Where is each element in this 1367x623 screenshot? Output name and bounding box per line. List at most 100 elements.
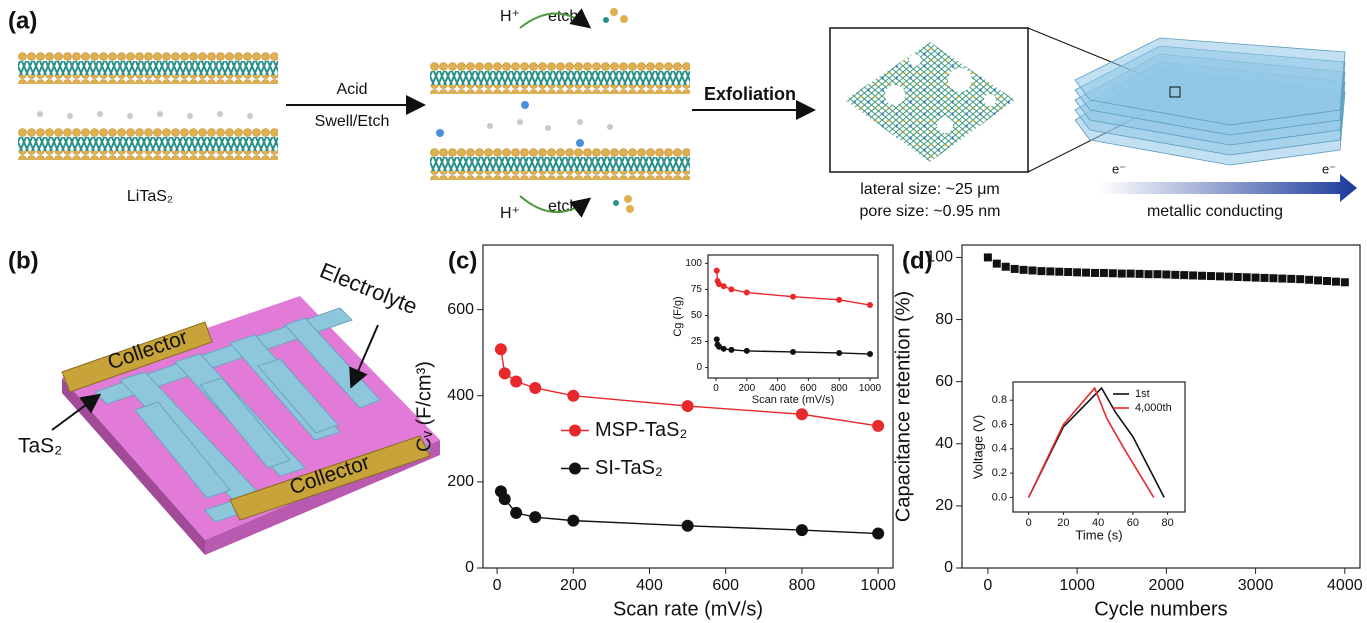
size-label: pore size: ~0.95 nm	[860, 203, 1001, 220]
x-tick-label: 1000	[860, 577, 896, 594]
point	[1028, 266, 1037, 275]
arrow	[51, 393, 102, 431]
substrate-side	[62, 378, 205, 555]
y-axis-label: Voltage (V)	[970, 415, 985, 479]
point	[1314, 276, 1323, 285]
y-tick-label: 0	[465, 559, 474, 576]
x-tick-label: 2000	[1149, 577, 1185, 594]
y-tick-label: 0.2	[992, 467, 1007, 479]
x-tick-label: 0	[713, 383, 719, 394]
point	[1331, 277, 1340, 286]
electron-label: e⁻	[1112, 161, 1126, 176]
ions	[436, 101, 613, 147]
legend-label: 1st	[1135, 388, 1150, 400]
y-tick-label: 25	[691, 336, 703, 347]
y-tick-label: 0	[696, 362, 702, 373]
collector	[61, 321, 213, 393]
y-tick-label: 20	[935, 497, 953, 514]
precursor-label: LiTaS₂	[127, 188, 173, 205]
y-tick-label: 50	[691, 310, 703, 321]
point	[992, 259, 1001, 268]
point	[567, 514, 580, 527]
point	[1153, 270, 1162, 279]
collector	[229, 435, 431, 521]
point	[1135, 269, 1144, 278]
x-tick-label: 4000	[1327, 577, 1363, 594]
point	[510, 375, 523, 388]
point	[1251, 273, 1260, 282]
point	[1198, 271, 1207, 280]
point	[1189, 271, 1198, 280]
point	[1046, 267, 1055, 276]
point	[529, 381, 542, 394]
point	[1090, 268, 1099, 277]
panel-label: (c)	[448, 247, 477, 274]
lattice	[845, 42, 1015, 162]
point	[681, 400, 694, 413]
panel-b: (b) Collector Collector Electrolyte TaS₂	[8, 247, 440, 555]
point	[743, 289, 750, 296]
point	[1180, 271, 1189, 280]
x-tick-label: 20	[1057, 517, 1069, 529]
x-tick-label: 400	[769, 383, 786, 394]
point	[1064, 268, 1073, 277]
chart: 0 20 40 60 80 0.0 0.2 0.4 0.6 0.8 Time (s) Voltage …	[970, 381, 1186, 542]
y-axis-label: Cg (F/g)	[672, 296, 684, 336]
series-line	[1027, 386, 1155, 498]
point	[1108, 269, 1117, 278]
y-tick-label: 40	[935, 435, 953, 452]
layer	[430, 148, 690, 180]
point	[498, 493, 511, 506]
point	[1224, 272, 1233, 281]
x-tick-label: 600	[712, 577, 739, 594]
layer	[18, 52, 278, 84]
point	[1206, 272, 1215, 281]
x-tick-label: 40	[1092, 517, 1104, 529]
point	[1010, 264, 1019, 273]
point	[1305, 275, 1314, 284]
point	[1055, 267, 1064, 276]
x-tick-label: 400	[636, 577, 663, 594]
y-tick-label: 75	[691, 284, 703, 295]
arrow	[519, 8, 592, 29]
x-tick-label: 800	[831, 383, 848, 394]
point	[1287, 274, 1296, 283]
point	[1233, 272, 1242, 281]
fragments	[603, 8, 634, 213]
step-label: Swell/Etch	[315, 113, 390, 130]
y-tick-label: 600	[447, 301, 474, 318]
x-tick-label: 80	[1162, 517, 1174, 529]
x-axis-label: Cycle numbers	[1094, 598, 1227, 620]
layer	[430, 62, 690, 94]
point	[1117, 269, 1126, 278]
step-label: Acid	[336, 81, 367, 98]
x-tick-label: 3000	[1238, 577, 1274, 594]
point	[1340, 278, 1349, 287]
point	[494, 343, 507, 356]
x-tick-label: 1000	[1059, 577, 1095, 594]
point	[720, 283, 727, 290]
panel-label: (a)	[8, 7, 37, 34]
y-tick-label: 80	[935, 311, 953, 328]
pores	[885, 54, 996, 133]
point	[681, 519, 694, 532]
x-axis-label: Time (s)	[1075, 527, 1122, 542]
point	[728, 286, 735, 293]
point	[1278, 274, 1287, 283]
point	[510, 506, 523, 519]
point	[1001, 262, 1010, 271]
point	[713, 267, 720, 274]
legend-label: 4,000th	[1135, 402, 1172, 414]
x-tick-label: 0	[1026, 517, 1032, 529]
y-tick-label: 0.4	[992, 443, 1007, 455]
y-tick-label: 400	[447, 387, 474, 404]
proton-label: H⁺	[500, 8, 520, 25]
x-tick-label: 200	[560, 577, 587, 594]
point	[866, 302, 873, 309]
legend-label: SI-TaS₂	[595, 457, 663, 479]
point	[1260, 273, 1269, 282]
point	[743, 347, 750, 354]
point	[983, 253, 992, 262]
panel-a: (a) LiTaS₂ Acid Swell/Etch H⁺ etch H⁺ et…	[8, 7, 1357, 222]
